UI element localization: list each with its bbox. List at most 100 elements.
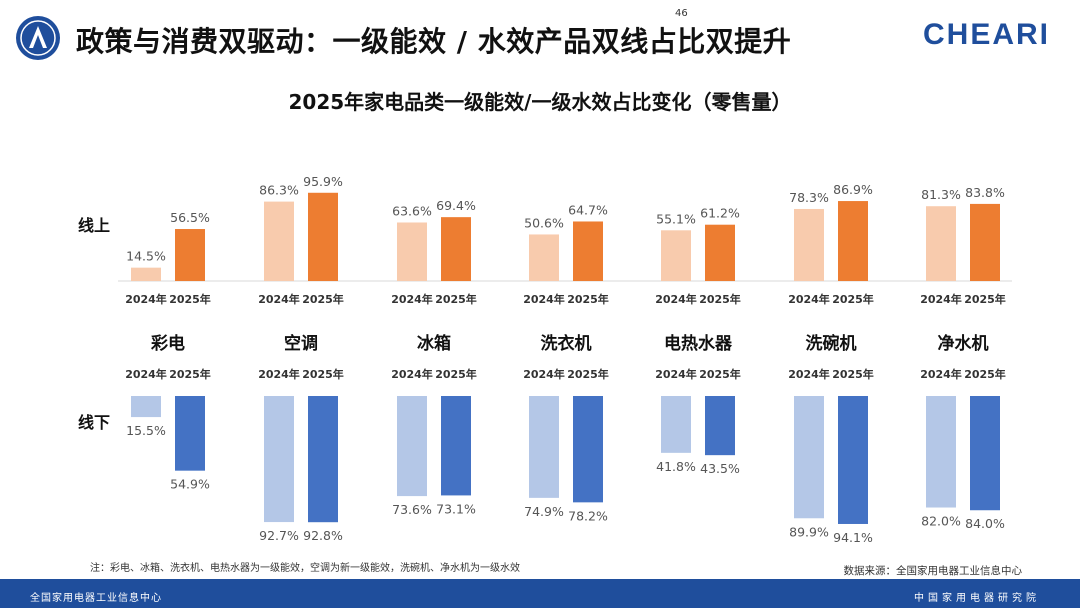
offline-bar-2025 [838,396,868,524]
footer: 全国家用电器工业信息中心 中国家用电器研究院 [0,579,1080,608]
online-value-label: 83.8% [965,185,1005,200]
offline-value-label: 54.9% [170,477,210,492]
footer-org-left: 全国家用电器工业信息中心 [30,593,162,604]
online-year-label: 2024年 [523,292,565,306]
online-value-label: 95.9% [303,174,343,189]
offline-bar-2024 [131,396,161,418]
offline-bar-2025 [573,396,603,503]
online-bar-2024 [397,222,427,281]
online-year-label: 2024年 [125,292,167,306]
category-label: 电热水器 [664,333,733,354]
online-bar-2025 [705,224,735,281]
offline-value-label: 15.5% [126,423,166,438]
offline-value-label: 82.0% [921,514,961,529]
footer-org-right: 中国家用电器研究院 [914,593,1040,604]
offline-value-label: 41.8% [656,459,696,474]
category-label: 冰箱 [417,333,451,354]
category-label: 洗碗机 [806,333,857,354]
chart-title: 2025年家电品类一级能效/一级水效占比变化（零售量） [288,90,792,114]
offline-year-label: 2024年 [125,367,167,381]
online-value-label: 86.3% [259,183,299,198]
online-year-label: 2024年 [258,292,300,306]
offline-bar-2025 [705,396,735,456]
offline-year-label: 2025年 [567,367,609,381]
offline-value-label: 92.8% [303,528,343,543]
online-value-label: 81.3% [921,187,961,202]
online-value-label: 69.4% [436,198,476,213]
category-label: 洗衣机 [541,333,592,354]
offline-year-label: 2025年 [435,367,477,381]
offline-bar-2025 [175,396,205,471]
offline-bar-2024 [926,396,956,508]
online-year-label: 2025年 [169,292,211,306]
online-bar-2025 [573,221,603,281]
footer-band [0,579,1080,608]
online-year-label: 2025年 [567,292,609,306]
org-logo-icon [16,16,60,60]
online-value-label: 55.1% [656,211,696,226]
category-label: 彩电 [150,333,185,354]
offline-value-label: 92.7% [259,528,299,543]
online-bar-2024 [529,234,559,281]
offline-value-label: 74.9% [524,504,564,519]
offline-bar-2025 [970,396,1000,511]
online-year-label: 2025年 [964,292,1006,306]
offline-bar-2024 [661,396,691,453]
page-number: 46 [675,8,688,19]
offline-value-label: 94.1% [833,530,873,545]
offline-year-label: 2025年 [169,367,211,381]
offline-year-label: 2024年 [655,367,697,381]
offline-value-label: 89.9% [789,524,829,539]
category-label: 净水机 [938,333,989,354]
offline-bar-2024 [397,396,427,497]
data-source: 数据来源：全国家用电器工业信息中心 [843,565,1023,577]
offline-value-label: 78.2% [568,508,608,523]
offline-value-label: 43.5% [700,461,740,476]
offline-year-label: 2024年 [920,367,962,381]
row-label-online: 线上 [78,216,110,235]
online-bar-2025 [970,203,1000,281]
online-bar-2025 [838,201,868,281]
row-label-offline: 线下 [78,413,110,432]
online-year-label: 2024年 [655,292,697,306]
online-value-label: 64.7% [568,202,608,217]
offline-year-label: 2024年 [523,367,565,381]
offline-year-label: 2025年 [964,367,1006,381]
online-year-label: 2024年 [920,292,962,306]
offline-year-label: 2024年 [258,367,300,381]
online-value-label: 86.9% [833,182,873,197]
online-year-label: 2024年 [788,292,830,306]
online-bar-2025 [441,217,471,281]
category-label: 空调 [284,333,318,354]
offline-year-label: 2024年 [788,367,830,381]
online-year-label: 2025年 [302,292,344,306]
online-bar-2024 [131,267,161,281]
online-year-label: 2024年 [391,292,433,306]
offline-year-label: 2025年 [302,367,344,381]
offline-value-label: 73.1% [436,501,476,516]
offline-year-label: 2025年 [699,367,741,381]
online-value-label: 78.3% [789,190,829,205]
online-bar-2025 [175,229,205,281]
online-value-label: 56.5% [170,210,210,225]
page-title: 政策与消费双驱动：一级能效 / 水效产品双线占比双提升 [76,25,792,58]
online-bar-2024 [926,206,956,281]
online-year-label: 2025年 [435,292,477,306]
offline-bar-2025 [308,396,338,523]
footnote: 注：彩电、冰箱、洗衣机、电热水器为一级能效，空调为新一级能效，洗碗机、净水机为一… [90,563,520,574]
offline-bar-2024 [794,396,824,519]
online-value-label: 14.5% [126,249,166,264]
brand-logo: CHEARI [922,18,1050,51]
online-value-label: 61.2% [700,206,740,221]
online-year-label: 2025年 [699,292,741,306]
online-value-label: 63.6% [392,203,432,218]
offline-year-label: 2025年 [832,367,874,381]
online-value-label: 50.6% [524,215,564,230]
offline-value-label: 84.0% [965,516,1005,531]
online-bar-2024 [264,201,294,281]
online-bar-2024 [661,230,691,281]
offline-bar-2025 [441,396,471,496]
offline-bar-2024 [264,396,294,523]
online-bar-2024 [794,208,824,281]
